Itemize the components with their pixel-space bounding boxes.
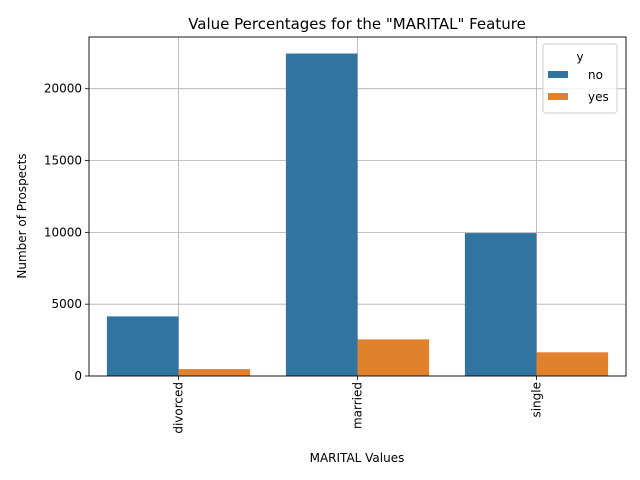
y-tick-label: 15000	[44, 154, 82, 168]
y-tick-label: 20000	[44, 82, 82, 96]
legend-label-no: no	[588, 68, 603, 82]
y-tick-label: 5000	[51, 297, 82, 311]
bar-no-divorced	[106, 316, 179, 376]
bars-layer	[106, 53, 609, 376]
y-axis-label: Number of Prospects	[15, 153, 29, 278]
bar-yes-married	[357, 339, 430, 376]
legend-swatch-no	[548, 71, 568, 78]
chart-title: Value Percentages for the "MARITAL" Feat…	[188, 15, 526, 33]
legend-swatch-yes	[548, 93, 568, 100]
bar-yes-divorced	[178, 369, 251, 376]
y-tick-label: 10000	[44, 225, 82, 239]
legend-label-yes: yes	[588, 90, 609, 104]
ticks-layer: 0 5000 10000 15000 20000 divorced married singl…	[44, 82, 544, 434]
y-tick-label: 0	[74, 369, 82, 383]
x-tick-label-married: married	[351, 382, 365, 429]
bar-no-single	[464, 233, 537, 376]
x-tick-label-divorced: divorced	[172, 382, 186, 434]
legend: y no yes	[542, 43, 618, 114]
bar-no-married	[285, 53, 358, 376]
bar-yes-single	[536, 352, 609, 376]
legend-title: y	[576, 50, 583, 64]
x-axis-label: MARITAL Values	[310, 451, 405, 465]
x-tick-label-single: single	[530, 382, 544, 418]
